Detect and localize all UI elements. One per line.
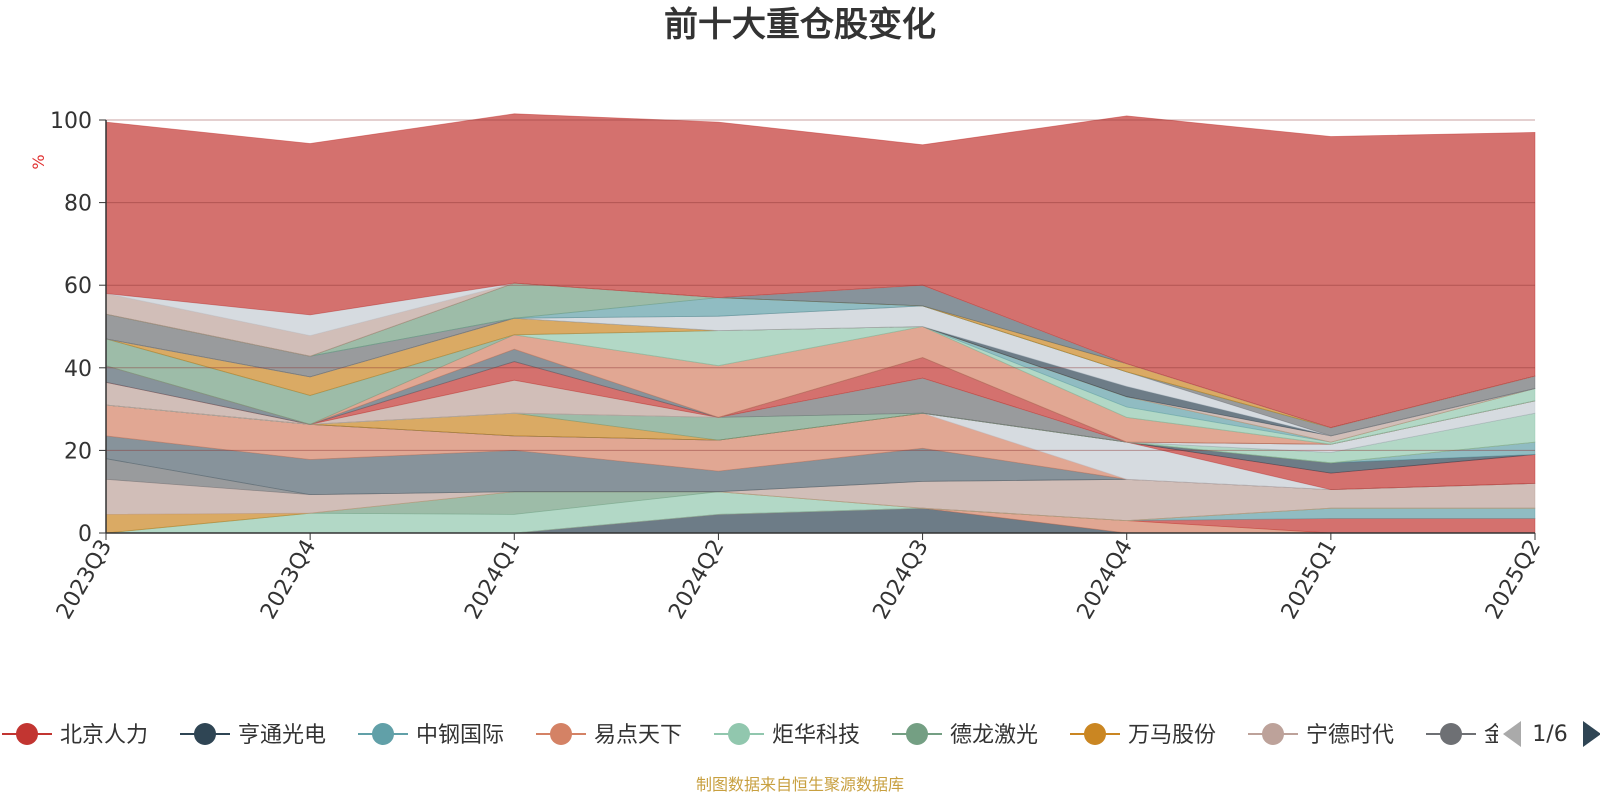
chart-title: 前十大重仓股变化 [664, 5, 936, 45]
legend-item[interactable]: 宁德时代 [1248, 723, 1394, 748]
legend-marker [906, 723, 928, 745]
source-note: 制图数据来自恒生聚源数据库 [696, 775, 904, 794]
axes [105, 120, 1536, 540]
legend-item[interactable]: 金 [1426, 723, 1506, 748]
legend-marker [194, 723, 216, 745]
x-tick-label: 2024Q1 [460, 536, 525, 624]
x-tick-label: 2025Q2 [1481, 536, 1546, 624]
y-axis-unit: % [29, 154, 48, 169]
x-tick-label: 2024Q3 [868, 536, 933, 624]
legend-marker [1084, 723, 1106, 745]
legend-marker [16, 723, 38, 745]
legend: 北京人力 亨通光电 中钢国际 易点天下 炬华科技 德龙激光 万马股份 宁德时代 金 [2, 723, 1506, 748]
x-tick-label: 2023Q4 [256, 536, 321, 624]
legend-label: 易点天下 [594, 723, 682, 748]
y-tick-label: 20 [64, 439, 92, 464]
legend-label: 北京人力 [60, 723, 148, 748]
legend-marker [728, 723, 750, 745]
x-tick-labels: 2023Q3 2023Q4 2024Q1 2024Q2 2024Q3 2024Q4 2025… [52, 536, 1546, 624]
legend-items: 北京人力 亨通光电 中钢国际 易点天下 炬华科技 德龙激光 万马股份 宁德时代 金 [2, 723, 1506, 748]
legend-prev-page-icon[interactable] [1503, 721, 1521, 747]
legend-label: 金 [1484, 723, 1506, 748]
legend-label: 炬华科技 [772, 723, 860, 748]
grid-lines [99, 119, 1535, 534]
legend-item[interactable]: 万马股份 [1070, 723, 1216, 748]
legend-marker [372, 723, 394, 745]
legend-item[interactable]: 北京人力 [2, 723, 148, 748]
legend-marker [1262, 723, 1284, 745]
legend-marker [1440, 723, 1462, 745]
legend-label: 亨通光电 [238, 723, 326, 748]
legend-label: 德龙激光 [950, 723, 1038, 748]
legend-item[interactable]: 亨通光电 [180, 723, 326, 748]
legend-label: 宁德时代 [1306, 723, 1394, 748]
y-tick-label: 80 [64, 192, 92, 217]
y-tick-label: 60 [64, 274, 92, 299]
legend-item[interactable]: 中钢国际 [358, 723, 504, 748]
area-series-38 [105, 113, 1536, 429]
legend-label: 中钢国际 [416, 723, 504, 748]
x-tick-label: 2024Q2 [664, 536, 729, 624]
y-tick-label: 0 [78, 522, 92, 547]
x-tick-label: 2024Q4 [1073, 536, 1138, 624]
legend-next-page-icon[interactable] [1583, 721, 1600, 747]
x-tick-label: 2023Q3 [52, 536, 117, 624]
area-layers [105, 113, 1536, 534]
legend-page-indicator: 1/6 [1532, 722, 1567, 747]
y-tick-label: 100 [50, 109, 92, 134]
legend-label: 万马股份 [1128, 723, 1216, 748]
legend-item[interactable]: 易点天下 [536, 723, 682, 748]
y-tick-label: 40 [64, 357, 92, 382]
legend-marker [550, 723, 572, 745]
x-tick-label: 2025Q1 [1277, 536, 1342, 624]
y-tick-labels: 0 20 40 60 80 100 [50, 109, 92, 547]
legend-item[interactable]: 德龙激光 [892, 723, 1038, 748]
legend-pager: 1/6 [1503, 721, 1600, 747]
legend-item[interactable]: 炬华科技 [714, 723, 860, 748]
